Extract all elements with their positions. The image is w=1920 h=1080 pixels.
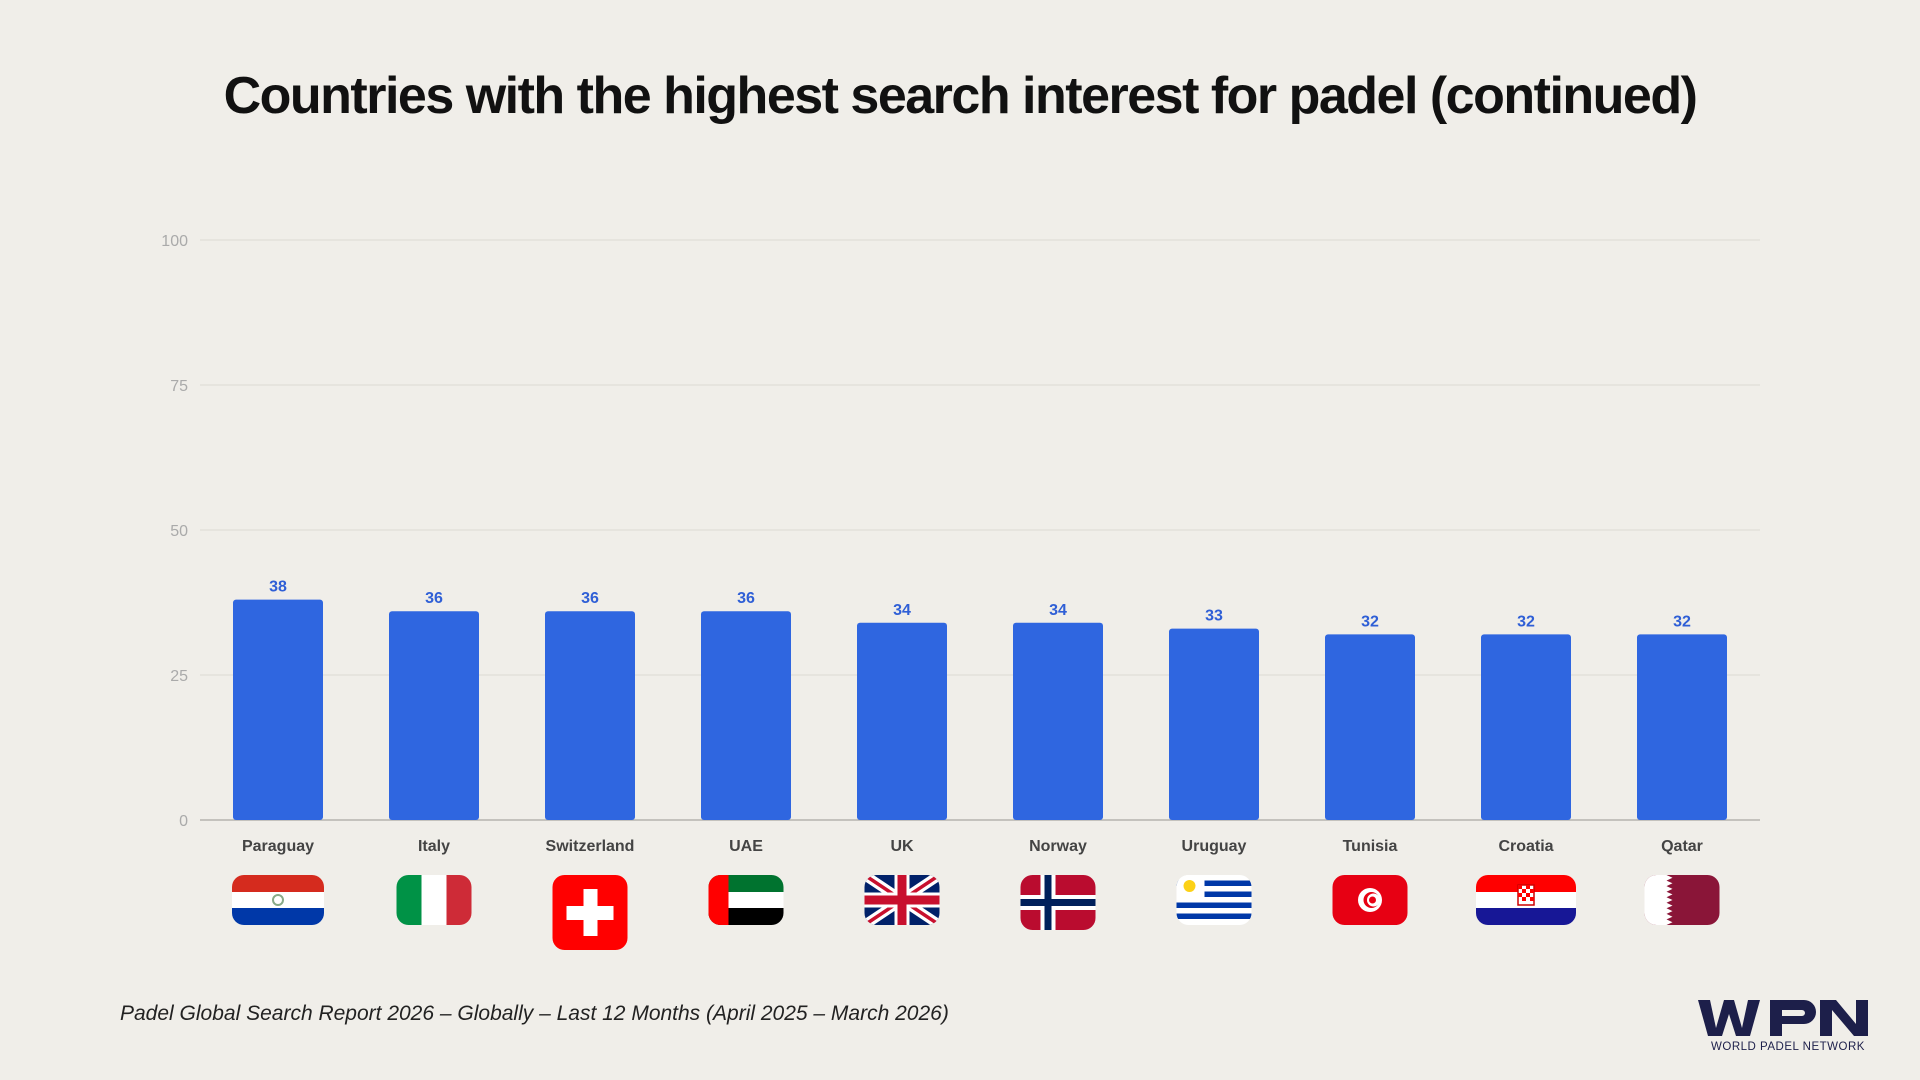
y-tick-label: 50	[170, 523, 188, 540]
paraguay-flag-icon-fill	[232, 875, 324, 925]
category-label: Norway	[1029, 838, 1087, 855]
bar-norway	[1013, 622, 1103, 820]
uk-flag-icon	[864, 875, 940, 925]
uae-flag-icon	[708, 875, 784, 925]
qatar-flag-icon	[1644, 875, 1720, 925]
bar-uae	[701, 611, 791, 820]
bar-switzerland	[545, 611, 635, 820]
switzerland-flag-icon-fill	[552, 875, 628, 950]
italy-flag-icon	[396, 875, 472, 925]
value-label: 36	[737, 590, 755, 607]
source-footnote: Padel Global Search Report 2026 – Global…	[120, 1002, 949, 1025]
category-label: Tunisia	[1343, 838, 1398, 855]
value-label: 34	[893, 602, 911, 619]
chart-title: Countries with the highest search intere…	[223, 67, 1698, 125]
value-label: 36	[581, 590, 599, 607]
y-tick-label: 25	[170, 668, 188, 685]
bar-qatar	[1637, 634, 1727, 820]
uae-flag-icon-fill	[708, 875, 784, 925]
switzerland-flag-icon	[552, 875, 628, 950]
bar-uruguay	[1169, 628, 1259, 820]
flags	[232, 875, 1720, 950]
bars	[233, 599, 1727, 820]
value-label: 32	[1517, 613, 1535, 630]
bar-croatia	[1481, 634, 1571, 820]
qatar-flag-icon-fill	[1644, 875, 1720, 925]
bar-uk	[857, 622, 947, 820]
category-label: Switzerland	[546, 838, 635, 855]
uruguay-flag-icon-fill	[1176, 875, 1252, 925]
bar-tunisia	[1325, 634, 1415, 820]
tunisia-flag-icon	[1332, 875, 1408, 925]
y-tick-label: 100	[161, 233, 188, 250]
category-label: UAE	[729, 838, 763, 855]
italy-flag-icon-fill	[396, 875, 472, 925]
value-labels: 38 36 36 36 34 34 33 32 32 32	[269, 579, 1691, 631]
category-label: UK	[890, 838, 914, 855]
value-label: 38	[269, 579, 287, 596]
value-label: 34	[1049, 602, 1067, 619]
value-label: 32	[1361, 613, 1379, 630]
wpn-logo: WORLD PADEL NETWORK	[1698, 1000, 1868, 1053]
category-label: Italy	[418, 838, 450, 855]
logo-wordmark: WORLD PADEL NETWORK	[1711, 1041, 1865, 1053]
y-tick-label: 75	[170, 378, 188, 395]
norway-flag-icon-fill	[1020, 875, 1096, 930]
value-label: 32	[1673, 613, 1691, 630]
y-axis-ticks: 0 25 50 75 100	[161, 233, 188, 830]
uruguay-flag-icon	[1176, 875, 1252, 925]
uk-flag-icon-fill	[864, 875, 940, 925]
croatia-flag-icon	[1476, 875, 1576, 925]
category-labels: Paraguay Italy Switzerland UAE UK Norway Urugu…	[242, 838, 1703, 855]
y-tick-label: 0	[179, 813, 188, 830]
category-label: Paraguay	[242, 838, 314, 855]
bar-paraguay	[233, 599, 323, 820]
croatia-flag-icon-fill	[1476, 875, 1576, 925]
norway-flag-icon	[1020, 875, 1096, 930]
value-label: 33	[1205, 608, 1223, 625]
paraguay-flag-icon	[232, 875, 324, 925]
category-label: Croatia	[1498, 838, 1553, 855]
bar-italy	[389, 611, 479, 820]
category-label: Qatar	[1661, 838, 1703, 855]
value-label: 36	[425, 590, 443, 607]
category-label: Uruguay	[1182, 838, 1247, 855]
tunisia-flag-icon-fill	[1332, 875, 1408, 925]
